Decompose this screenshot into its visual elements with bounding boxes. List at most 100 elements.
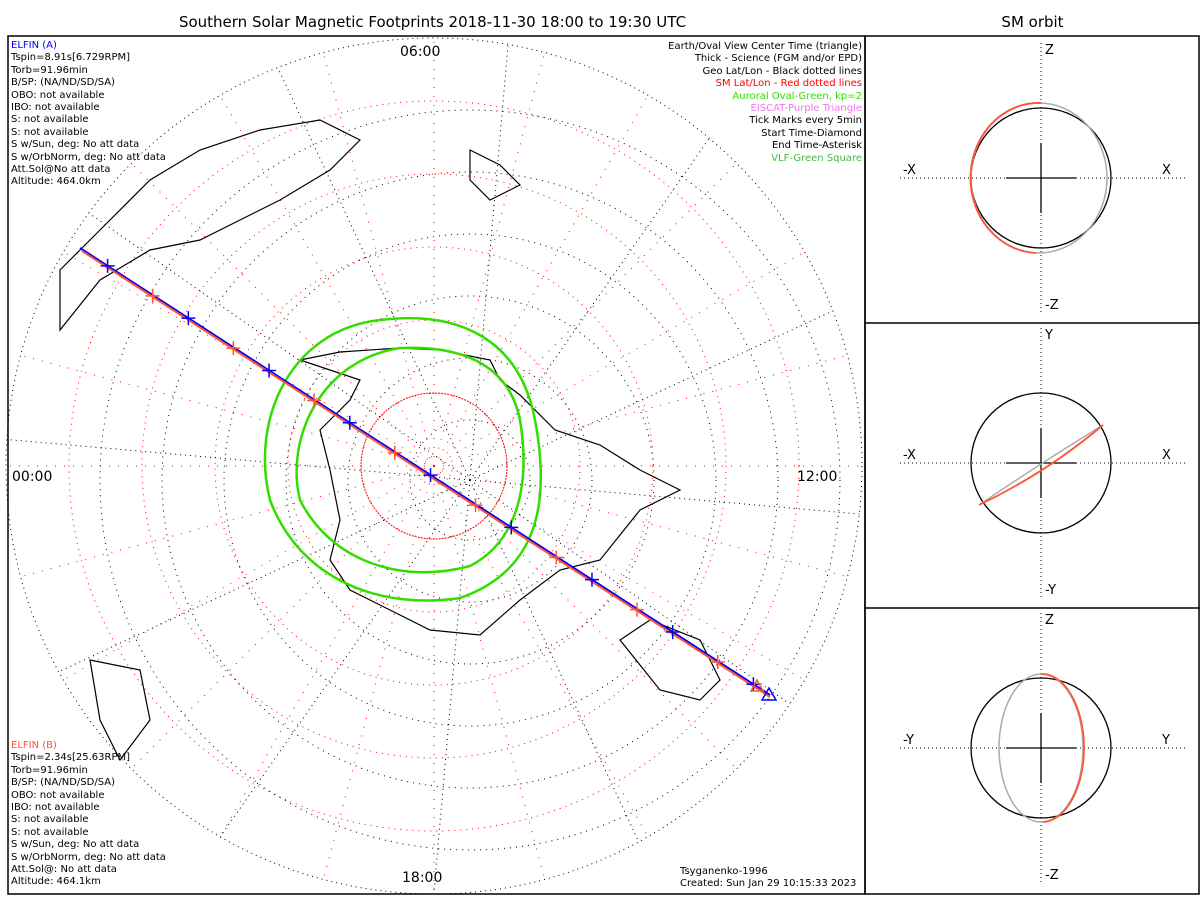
elfin-b-tick [307,393,322,408]
geo-lat-circle [409,419,531,541]
orbit-axis-label-down: -Y [1045,583,1057,598]
legend-item: Thick - Science (FGM and/or EPD) [694,53,862,65]
elfin-a-tick [665,624,680,639]
legend-item: EISCAT-Purple Triangle [750,103,863,115]
hour-label-top: 06:00 [400,44,441,60]
orbit-panels [900,43,1185,883]
sm-lon-line [433,465,649,837]
sm-lon-line [433,163,737,467]
info-line: Att.Sol@: No att data [11,864,117,876]
info-line: Torb=91.96min [11,64,88,76]
elfin-a-info: ELFIN (A) Tspin=8.91s[6.729RPM] Torb=91.96… [11,40,166,189]
sm-lat-circle [287,319,581,613]
sm-lat-circle [141,173,727,759]
orbit-science-segment [978,424,1104,506]
orbit-axis-label-left: -X [903,163,916,178]
created-label: Created: Sun Jan 29 10:15:33 2023 [680,878,857,889]
orbit-axis-label-right: X [1162,163,1171,178]
sm-lon-line [433,465,848,578]
geo-lat-circle [223,233,717,727]
orbit-axis-label-left: -Y [903,733,915,748]
elfin-a-tick [423,468,438,483]
orbit-center-cross [1006,143,1076,213]
sm-lon-line [433,465,737,769]
sm-lat-circle [214,246,654,686]
geo-lon-line [469,44,509,481]
info-line: S: not available [11,114,89,126]
orbit-axis-label-right: Y [1162,733,1170,748]
orbit-axis-label-up: Y [1045,328,1053,343]
elfin-b-name: ELFIN (B) [11,740,57,751]
info-line: Tspin=2.34s[25.63RPM] [11,752,131,764]
elfin-b-tick [549,550,564,565]
coastlines [59,119,721,762]
info-line: B/SP: (NA/ND/SD/SA) [11,77,115,89]
elfin-a-tick [504,520,519,535]
geo-lat-circle [161,171,779,789]
info-line: B/SP: (NA/ND/SD/SA) [11,777,115,789]
orbit-axis-label-up: Z [1045,613,1054,628]
orbit-axis-label-down: -Z [1045,298,1059,313]
sm-lon-line [433,465,805,681]
sm-lon-line [131,465,435,769]
elfin-a-name: ELFIN (A) [11,40,57,51]
sm-lon-line [322,52,435,467]
geo-lon-line [6,438,471,481]
elfin-a-tick [262,363,277,378]
orbit-axis-label-down: -Z [1045,868,1059,883]
plot-frames [7,35,1200,895]
auroral-oval-outer [263,316,543,602]
info-line: IBO: not available [11,102,100,114]
elfin-b-track [81,250,771,698]
legend-item: VLF-Green Square [771,152,862,164]
info-line: S: not available [11,814,89,826]
orbit-axis-label-left: -X [903,448,916,463]
geo-lon-line [469,137,710,481]
hour-label-left: 00:00 [12,469,53,485]
legend-item: Start Time-Diamond [761,127,862,139]
legend-item: Earth/Oval View Center Time (triangle) [668,41,862,52]
info-line: Tspin=8.91s[6.729RPM] [11,52,131,64]
sm-lat-circle [68,100,800,832]
info-line: Altitude: 464.0km [11,176,101,188]
info-line: S: not available [11,126,89,138]
orbit-path [978,424,1104,506]
legend: Earth/Oval View Center Time (triangle) Th… [668,41,862,165]
elfin-a-center-triangle [760,686,778,701]
elfin-a-tick [584,572,599,587]
elfin-b-tick [629,602,644,617]
elfin-b-info: ELFIN (B) Tspin=2.34s[25.63RPM] Torb=91.96… [11,740,166,889]
elfin-b-tick [145,288,160,303]
elfin-a-tick [342,415,357,430]
geo-lat-circle [285,295,655,665]
info-line: Torb=91.96min [11,764,88,776]
sm-lon-line [20,354,435,467]
sm-lon-line [433,465,546,880]
earth-circle [970,392,1112,534]
sm-lon-line [433,251,805,467]
legend-item: Auroral Oval-Green, kp=2 [732,90,862,102]
map-title: Southern Solar Magnetic Footprints 2018-… [178,13,687,31]
info-line: Att.Sol@No att data [11,164,111,176]
geo-lat-circle [347,357,593,603]
sm-lon-line [433,95,649,467]
elfin-a-tick [181,311,196,326]
model-label: Tsyganenko-1996 [680,866,768,877]
info-line: IBO: not available [11,802,100,814]
legend-item: SM Lat/Lon - Red dotted lines [715,78,862,90]
elfin-b-tick [468,498,483,513]
hour-label-right: 12:00 [797,469,838,485]
geo-lat-circle [99,109,841,851]
map-boundary [5,37,863,895]
orbit-science-segment [969,102,1042,254]
elfin-b-tick [710,654,725,669]
geo-lon-line [433,479,471,895]
info-line: OBO: not available [11,789,105,801]
info-line: Altitude: 464.1km [11,876,101,888]
elfin-a-track [79,247,771,696]
legend-item: Geo Lat/Lon - Black dotted lines [702,65,862,77]
earth-circle [970,677,1112,819]
legend-item: Tick Marks every 5min [749,115,862,127]
geo-lon-line [469,479,640,843]
